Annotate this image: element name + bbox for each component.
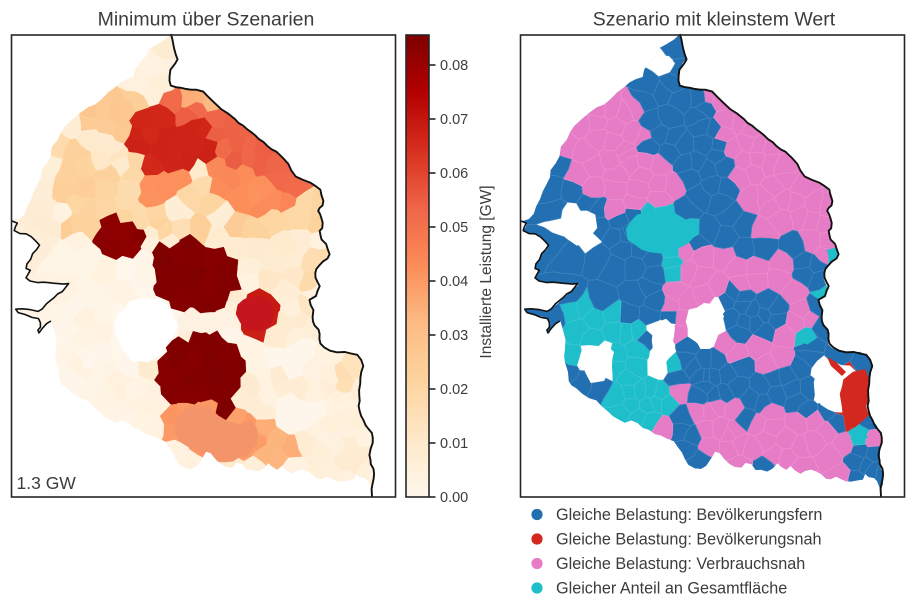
svg-text:0.06: 0.06 <box>440 166 468 182</box>
svg-text:1.3 GW: 1.3 GW <box>17 473 77 493</box>
svg-text:Installierte Leistung [GW]: Installierte Leistung [GW] <box>478 185 495 358</box>
svg-text:0.00: 0.00 <box>440 490 468 506</box>
svg-text:Gleicher Anteil an Gesamtfläch: Gleicher Anteil an Gesamtfläche <box>556 580 787 598</box>
svg-text:Gleiche Belastung: Bevölkerung: Gleiche Belastung: Bevölkerungsfern <box>556 506 822 524</box>
svg-text:0.01: 0.01 <box>440 436 468 452</box>
svg-text:Gleiche Belastung: Bevölkerung: Gleiche Belastung: Bevölkerungsnah <box>556 531 821 549</box>
svg-text:0.02: 0.02 <box>440 382 468 398</box>
svg-text:0.05: 0.05 <box>440 220 468 236</box>
svg-text:0.07: 0.07 <box>440 112 468 128</box>
svg-text:Gleiche Belastung: Verbrauchsn: Gleiche Belastung: Verbrauchsnah <box>556 555 805 573</box>
svg-text:0.08: 0.08 <box>440 58 468 74</box>
svg-text:0.03: 0.03 <box>440 328 468 344</box>
svg-text:Szenario mit kleinstem Wert: Szenario mit kleinstem Wert <box>593 9 836 31</box>
svg-text:0.04: 0.04 <box>440 274 468 290</box>
svg-text:Minimum über Szenarien: Minimum über Szenarien <box>98 9 315 31</box>
